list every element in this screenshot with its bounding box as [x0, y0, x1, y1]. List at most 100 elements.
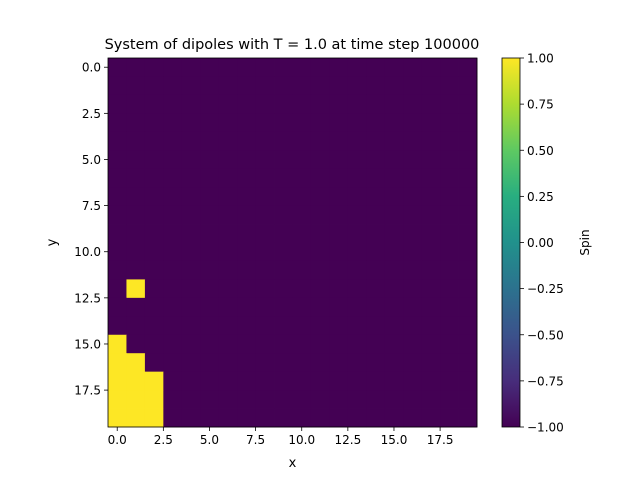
- spin-cell-down: [366, 205, 386, 225]
- spin-cell-down: [329, 316, 349, 336]
- spin-cell-down: [255, 205, 275, 225]
- spin-cell-down: [144, 316, 164, 336]
- spin-cell-down: [440, 408, 459, 428]
- spin-cell-down: [200, 76, 220, 96]
- spin-cell-down: [329, 113, 349, 133]
- spin-cell-down: [274, 334, 293, 354]
- spin-cell-down: [181, 408, 201, 428]
- y-tick-label: 15.0: [74, 337, 101, 351]
- spin-cell-down: [200, 131, 220, 151]
- spin-cell-down: [108, 58, 127, 77]
- spin-cell-down: [144, 353, 164, 373]
- spin-cell-down: [218, 113, 238, 133]
- spin-cell-down: [126, 131, 146, 151]
- spin-cell-down: [255, 58, 275, 77]
- spin-cell-down: [366, 58, 386, 77]
- spin-cell-down: [440, 279, 459, 299]
- spin-cell-down: [440, 94, 459, 114]
- x-tick-label: 10.0: [288, 433, 315, 447]
- spin-cell-down: [384, 131, 404, 151]
- spin-cell-down: [200, 94, 220, 114]
- spin-cell-down: [163, 168, 183, 188]
- spin-cell-down: [200, 150, 220, 170]
- spin-cell-down: [144, 76, 164, 96]
- spin-cell-down: [329, 371, 349, 391]
- colorbar-tick-label: −0.75: [527, 374, 564, 388]
- spin-cell-down: [347, 150, 367, 170]
- spin-cell-up: [126, 371, 146, 391]
- spin-cell-down: [440, 150, 459, 170]
- spin-cell-down: [200, 408, 220, 428]
- spin-cell-down: [163, 76, 183, 96]
- spin-cell-down: [458, 224, 478, 243]
- spin-cell-down: [384, 76, 404, 96]
- spin-cell-down: [181, 260, 201, 280]
- spin-cell-down: [384, 58, 404, 77]
- spin-cell-down: [200, 353, 220, 373]
- spin-cell-down: [237, 390, 256, 409]
- spin-cell-down: [181, 279, 201, 299]
- spin-cell-down: [329, 58, 349, 77]
- spin-cell-down: [255, 334, 275, 354]
- colorbar: [501, 57, 521, 428]
- spin-cell-down: [255, 168, 275, 188]
- spin-cell-down: [108, 131, 127, 151]
- spin-cell-down: [200, 168, 220, 188]
- spin-cell-down: [440, 187, 459, 206]
- spin-cell-down: [347, 297, 367, 317]
- spin-cell-down: [347, 168, 367, 188]
- spin-cell-down: [292, 334, 312, 354]
- spin-cell-down: [310, 390, 330, 409]
- spin-cell-down: [366, 260, 386, 280]
- spin-cell-down: [255, 150, 275, 170]
- spin-cell-down: [181, 168, 201, 188]
- spin-cell-down: [144, 242, 164, 262]
- spin-cell-down: [347, 187, 367, 206]
- spin-cell-down: [403, 334, 423, 354]
- spin-cell-down: [384, 224, 404, 243]
- spin-cell-down: [274, 390, 293, 409]
- spin-cell-down: [384, 113, 404, 133]
- spin-cell-down: [384, 205, 404, 225]
- spin-cell-down: [458, 131, 478, 151]
- spin-cell-down: [329, 131, 349, 151]
- spin-cell-down: [421, 390, 441, 409]
- spin-cell-down: [200, 371, 220, 391]
- spin-cell-down: [458, 408, 478, 428]
- spin-cell-down: [200, 242, 220, 262]
- spin-cell-down: [329, 260, 349, 280]
- spin-cell-down: [440, 260, 459, 280]
- spin-cell-down: [237, 279, 256, 299]
- spin-cell-down: [329, 224, 349, 243]
- spin-cell-down: [292, 316, 312, 336]
- spin-cell-down: [403, 316, 423, 336]
- spin-cell-down: [108, 224, 127, 243]
- spin-cell-down: [108, 76, 127, 96]
- spin-cell-down: [403, 168, 423, 188]
- spin-cell-down: [366, 408, 386, 428]
- spin-cell-down: [181, 353, 201, 373]
- spin-cell-down: [347, 205, 367, 225]
- spin-cell-down: [347, 408, 367, 428]
- spin-cell-down: [126, 76, 146, 96]
- colorbar-tick-label: 0.00: [527, 236, 554, 250]
- spin-cell-down: [347, 316, 367, 336]
- spin-cell-down: [181, 242, 201, 262]
- spin-cell-down: [218, 316, 238, 336]
- spin-cell-down: [421, 94, 441, 114]
- spin-cell-down: [458, 58, 478, 77]
- spin-cell-down: [458, 168, 478, 188]
- spin-cell-down: [292, 113, 312, 133]
- spin-cell-down: [200, 334, 220, 354]
- spin-cell-down: [218, 260, 238, 280]
- spin-cell-down: [237, 260, 256, 280]
- spin-cell-down: [200, 113, 220, 133]
- colorbar-tick-label: 0.75: [527, 98, 554, 112]
- spin-cell-down: [310, 131, 330, 151]
- spin-cell-down: [126, 242, 146, 262]
- spin-cell-down: [255, 371, 275, 391]
- spin-cell-down: [163, 316, 183, 336]
- spin-cell-down: [144, 58, 164, 77]
- spin-cell-down: [218, 168, 238, 188]
